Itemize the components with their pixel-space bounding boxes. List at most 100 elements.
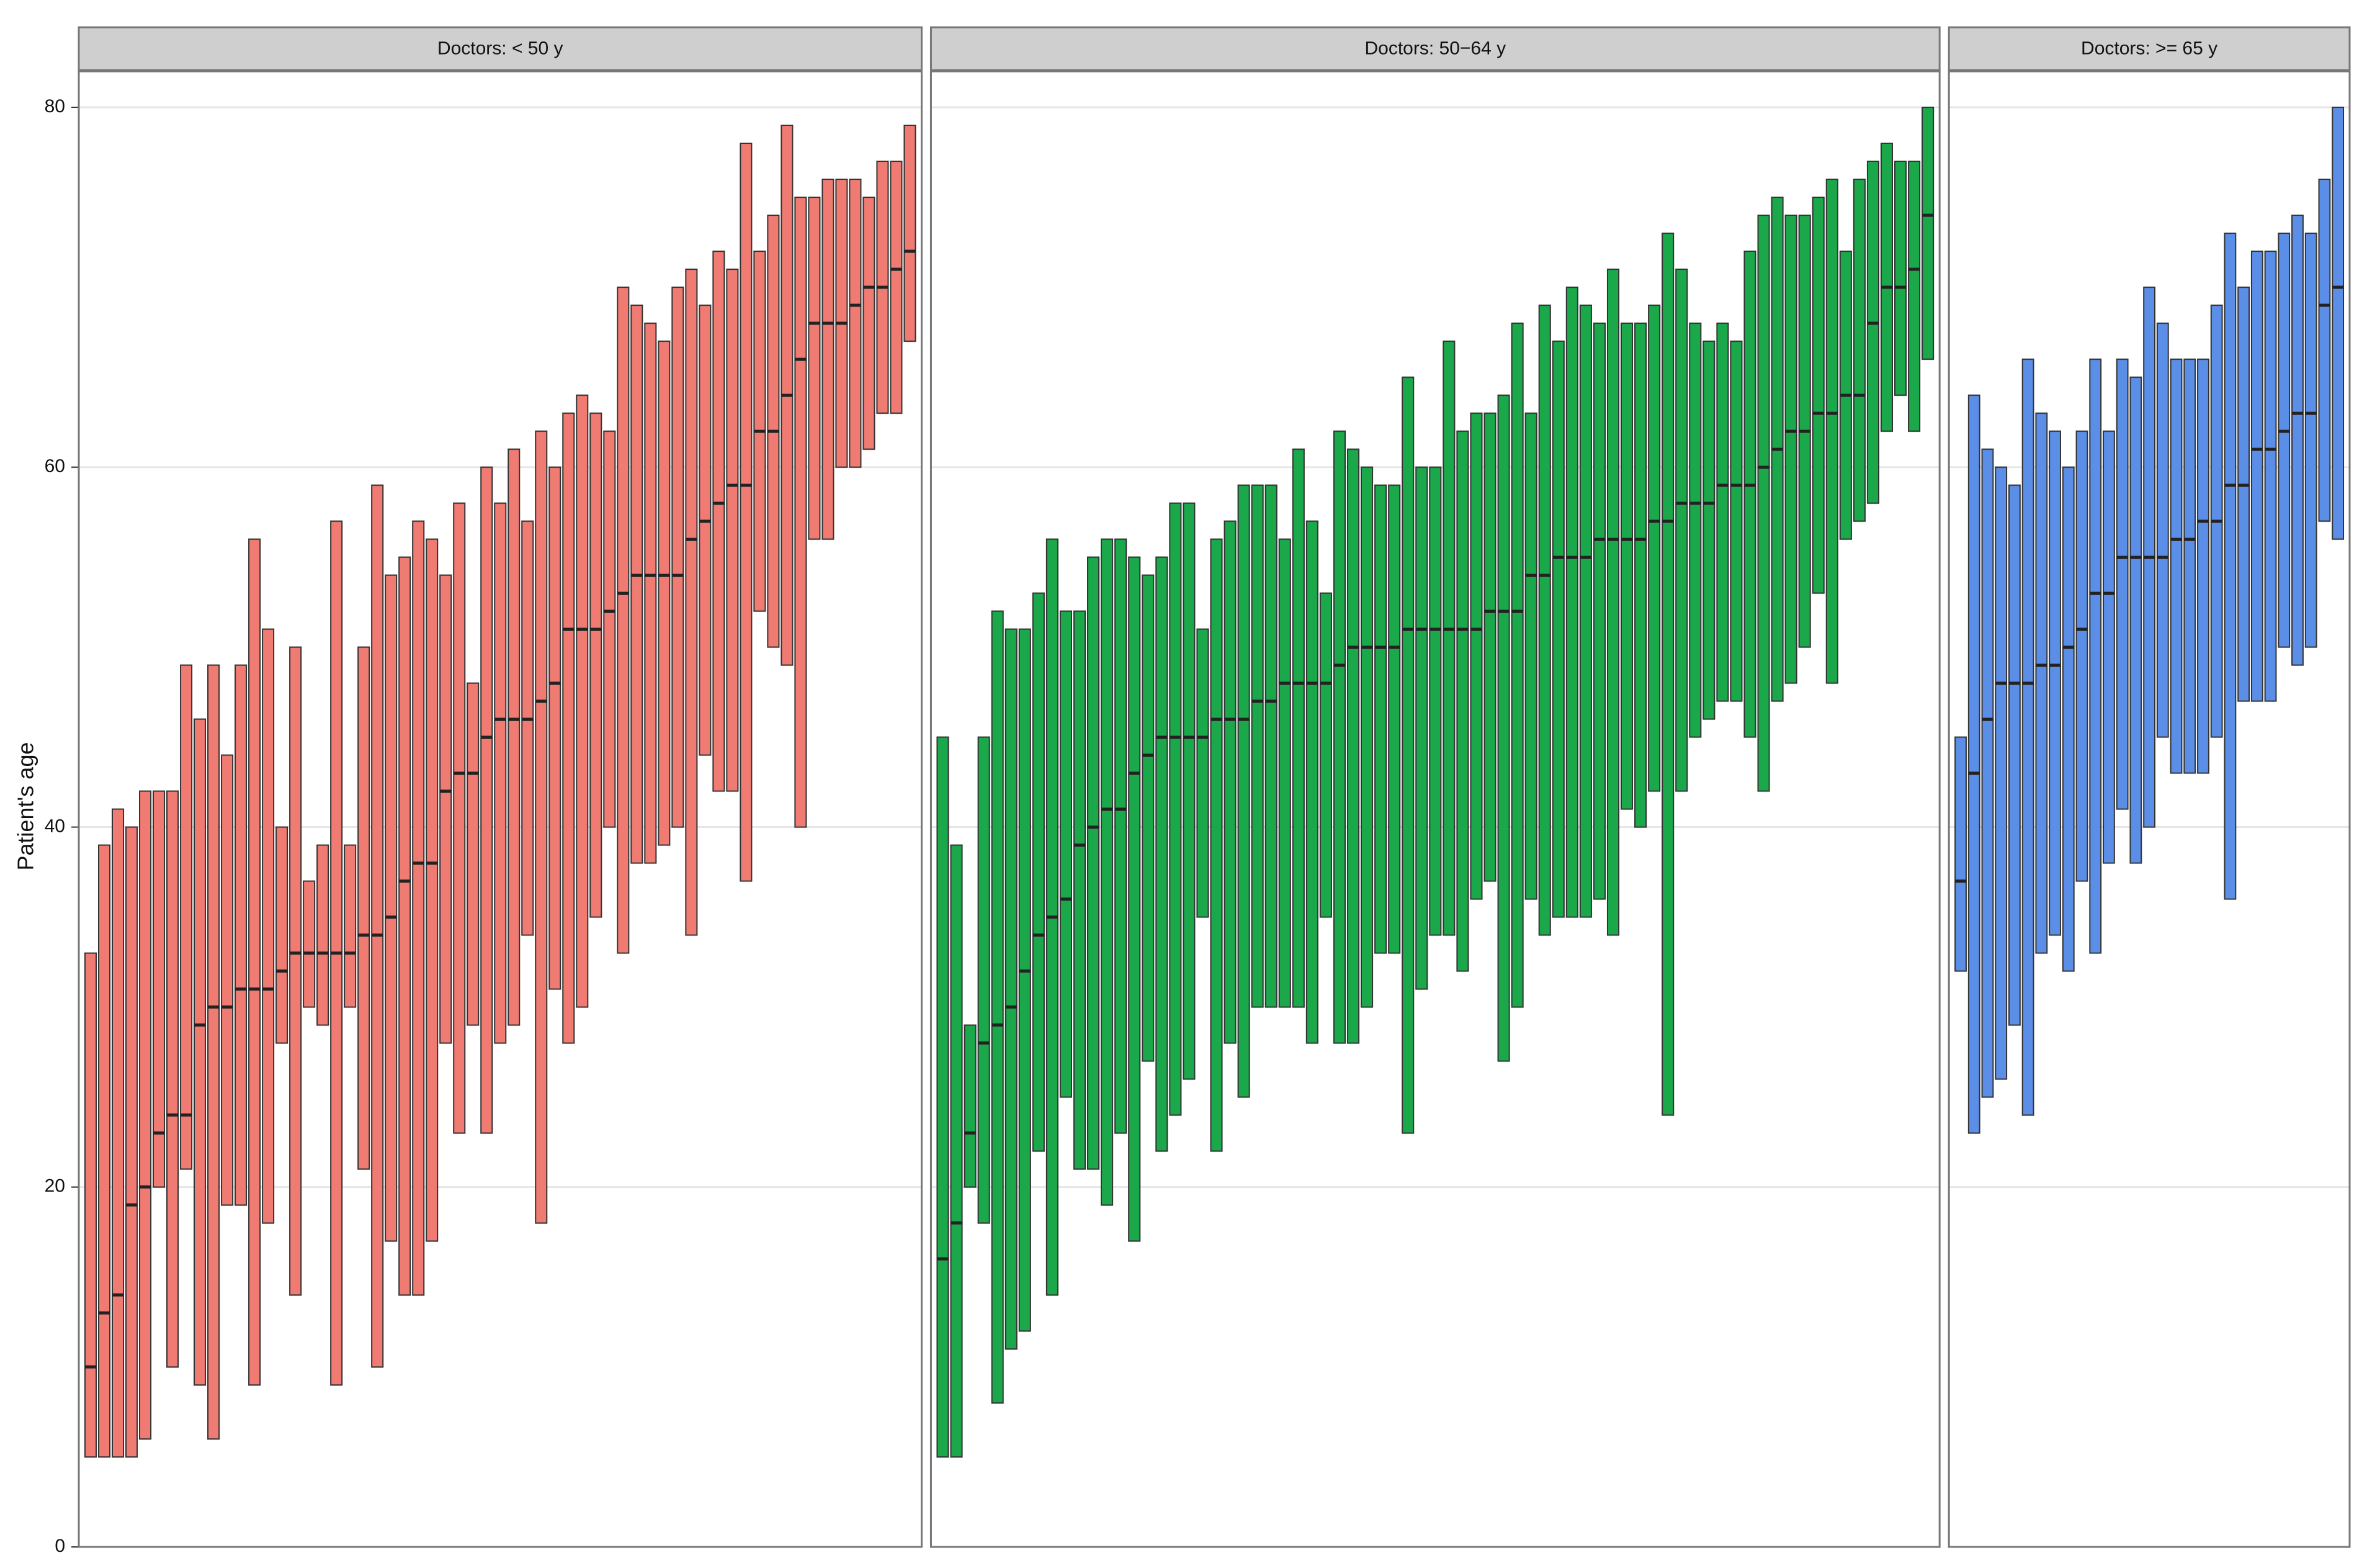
range-bar xyxy=(357,646,370,1170)
range-bar xyxy=(2304,233,2317,648)
range-bar xyxy=(2197,359,2209,774)
range-bar xyxy=(862,197,875,450)
range-bar xyxy=(2021,359,2034,1116)
range-bar xyxy=(1995,466,2008,1080)
range-bar xyxy=(2075,430,2088,882)
range-bar xyxy=(1552,341,1565,918)
range-bar xyxy=(262,628,275,1224)
range-bar xyxy=(2264,251,2277,702)
y-tick-label: 0 xyxy=(55,1536,65,1556)
range-bar xyxy=(1073,610,1086,1170)
range-bar xyxy=(439,574,452,1044)
range-bar xyxy=(1922,107,1935,360)
y-tick-label: 80 xyxy=(45,96,65,117)
range-bar xyxy=(480,466,493,1134)
range-bar xyxy=(1981,448,1994,1098)
range-bar xyxy=(699,305,712,756)
range-bar xyxy=(1278,538,1291,1008)
range-bar xyxy=(1169,502,1182,1116)
range-bar xyxy=(2318,179,2331,522)
range-bar xyxy=(671,287,684,828)
range-bar xyxy=(548,466,562,990)
range-bar xyxy=(467,682,480,1026)
range-bar xyxy=(535,430,548,1224)
range-bar xyxy=(1456,430,1469,972)
range-bar xyxy=(1346,448,1360,1044)
range-bar xyxy=(1142,574,1155,1062)
y-axis-label: Patient's age xyxy=(13,742,38,870)
range-bar xyxy=(221,754,234,1206)
range-bar xyxy=(344,844,357,1008)
range-bar xyxy=(2237,287,2250,702)
range-bar xyxy=(125,826,138,1458)
range-bar xyxy=(1524,412,1537,900)
range-bar xyxy=(950,844,963,1458)
range-bar xyxy=(1292,448,1305,1008)
range-bar xyxy=(111,808,125,1458)
range-bar xyxy=(1237,484,1250,1098)
range-bar xyxy=(1662,233,1675,1116)
range-bar xyxy=(1743,251,1756,738)
range-bar xyxy=(139,790,152,1440)
range-bar xyxy=(385,574,398,1242)
range-bar xyxy=(84,952,97,1458)
range-bar xyxy=(1388,484,1401,954)
range-bar xyxy=(1374,484,1387,954)
range-bar xyxy=(1579,305,1592,918)
range-bar xyxy=(936,736,949,1458)
range-bar xyxy=(1812,197,1825,594)
range-bar xyxy=(1305,520,1318,1044)
range-bar xyxy=(658,341,671,846)
range-bar xyxy=(2291,215,2304,666)
range-bar xyxy=(316,844,329,1026)
range-bar xyxy=(2103,430,2115,864)
range-bar xyxy=(1689,323,1702,738)
range-bar xyxy=(2224,233,2237,900)
range-bar xyxy=(508,448,521,1026)
range-bar xyxy=(2129,376,2142,864)
range-bar xyxy=(412,520,425,1296)
range-bar xyxy=(808,197,821,540)
range-bar xyxy=(617,287,630,954)
range-bar xyxy=(2062,466,2075,972)
range-bar xyxy=(1606,269,1620,936)
range-bar xyxy=(1251,484,1264,1008)
range-bar xyxy=(1757,215,1770,792)
y-tick-label: 40 xyxy=(45,816,65,836)
range-bar xyxy=(1443,341,1456,936)
range-bar xyxy=(97,844,111,1458)
y-tick-label: 20 xyxy=(45,1176,65,1196)
panel-border xyxy=(78,70,923,1548)
range-bar xyxy=(2089,359,2102,954)
range-bar xyxy=(1224,520,1237,1044)
range-bar xyxy=(207,664,220,1440)
range-bar xyxy=(964,1024,977,1188)
range-bar xyxy=(1059,610,1072,1098)
range-bar xyxy=(2049,430,2061,936)
range-bar xyxy=(1675,269,1688,792)
range-bar xyxy=(1155,556,1168,1152)
range-bar xyxy=(1908,161,1921,432)
range-bar xyxy=(1032,592,1045,1152)
panel-border xyxy=(1948,70,2351,1548)
range-bar xyxy=(1429,466,1442,936)
range-bar xyxy=(589,412,602,918)
range-bar xyxy=(603,430,616,828)
range-bar xyxy=(2332,107,2345,540)
range-bar xyxy=(235,664,248,1206)
strip xyxy=(929,26,1941,71)
range-bar xyxy=(1593,323,1606,900)
range-bar xyxy=(1402,376,1415,1134)
range-bar xyxy=(1967,394,1980,1134)
range-bar xyxy=(1101,538,1114,1206)
range-bar xyxy=(166,790,179,1368)
range-bar xyxy=(740,143,753,882)
range-bar xyxy=(2008,484,2021,1026)
range-bar xyxy=(1210,538,1223,1152)
range-bar xyxy=(521,520,534,936)
range-bar xyxy=(2170,359,2183,774)
range-bar xyxy=(2183,359,2196,774)
range-bar xyxy=(1470,412,1483,900)
